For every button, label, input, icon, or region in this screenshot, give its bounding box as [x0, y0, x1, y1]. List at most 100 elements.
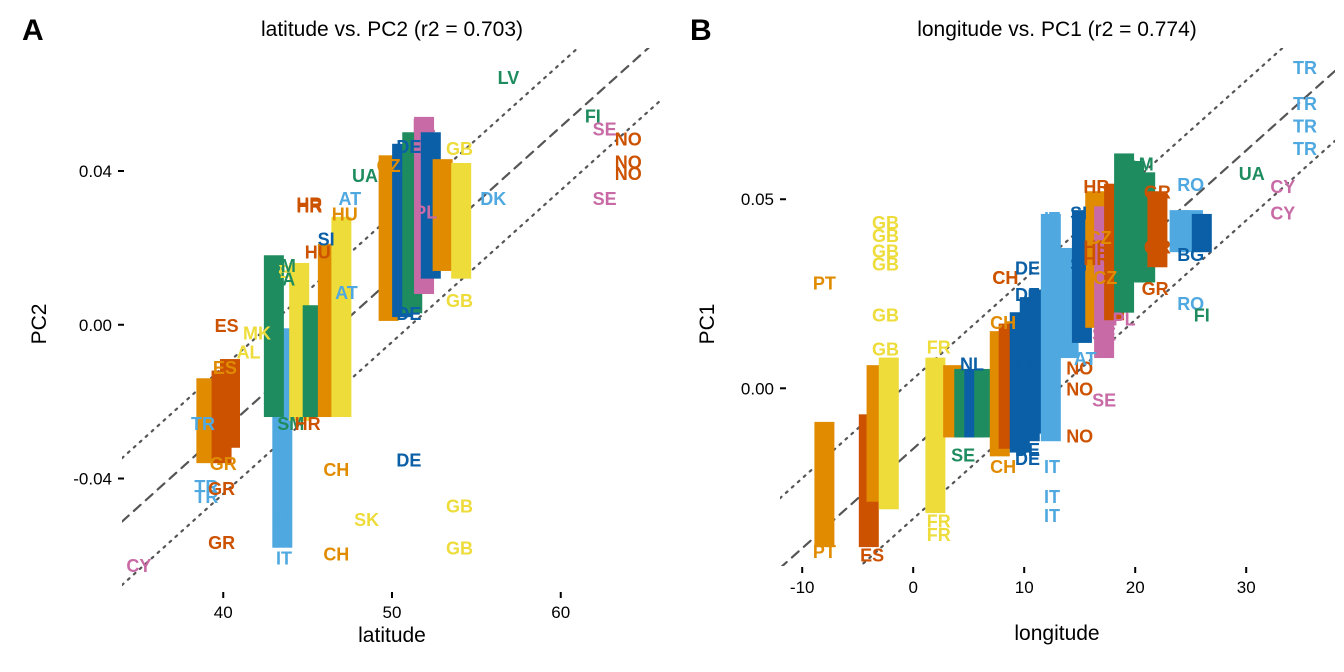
label-stack: [974, 368, 995, 438]
point-label: FR: [927, 338, 951, 358]
point-label: DK: [480, 189, 506, 209]
point-label: AT: [1074, 349, 1097, 369]
point-label: CH: [323, 460, 349, 480]
point-label: CH: [992, 268, 1018, 288]
label-stack: [814, 421, 835, 548]
x-tick-label: 0: [908, 578, 917, 597]
point-label: GB: [872, 226, 899, 246]
point-label: PT: [813, 542, 836, 562]
point-label: GR: [1142, 279, 1169, 299]
point-label: HR: [296, 197, 322, 217]
point-label: IT: [1044, 457, 1060, 477]
point-label: GB: [872, 255, 899, 275]
panel-a-y-axis-title: PC2: [28, 304, 51, 345]
point-label: GB: [872, 340, 899, 360]
point-label: GR: [208, 479, 235, 499]
point-label: HR: [1083, 238, 1109, 258]
x-tick-label: 30: [1237, 578, 1256, 597]
point-label: GB: [872, 213, 899, 233]
point-label: GB: [446, 291, 473, 311]
point-label: NO: [1066, 379, 1093, 399]
panel-a-title: latitude vs. PC2 (r2 = 0.703): [261, 18, 523, 41]
point-label: TR: [194, 487, 218, 507]
point-label: BG: [1177, 245, 1204, 265]
label-stack: [878, 357, 899, 510]
point-label: CH: [990, 313, 1016, 333]
label-stack: [196, 378, 217, 464]
point-label: ES: [215, 316, 239, 336]
point-label: TR: [1293, 94, 1317, 114]
point-label: GR: [1144, 183, 1171, 203]
point-label: DE: [396, 137, 421, 157]
panel-a-axes: 40 50 60 -0.04 0.00 0.04: [73, 162, 570, 622]
point-label: MK: [243, 323, 271, 343]
x-tick-label: 50: [383, 603, 402, 622]
panel-a: A latitude vs. PC2 (r2 = 0.703) latitude…: [22, 14, 662, 647]
point-label: NO: [615, 164, 642, 184]
point-label: IT: [1044, 487, 1060, 507]
point-label: TR: [1293, 139, 1317, 159]
point-label: CZ: [1088, 228, 1112, 248]
point-label: NO: [615, 129, 642, 149]
label-stack: [220, 359, 240, 448]
point-label: DE: [1015, 440, 1040, 460]
panel-a-x-axis-title: latitude: [358, 624, 426, 647]
label-stack: [263, 255, 284, 418]
panel-label-b: B: [690, 14, 712, 47]
label-stack: [451, 163, 472, 279]
label-stack: [925, 357, 946, 514]
point-label: PL: [1113, 309, 1136, 329]
point-label: TR: [194, 477, 218, 497]
point-label: DE: [1015, 449, 1040, 469]
point-label: GR: [210, 454, 237, 474]
point-label: UA: [1239, 164, 1265, 184]
point-label: SM: [277, 414, 304, 434]
point-label: GB: [446, 139, 473, 159]
panel-a-plot-area: CYGRTRTRGRTRESESMKALGRITITSMHRBASMBAHRHR…: [126, 68, 641, 576]
point-label: GR: [1144, 238, 1171, 258]
point-label: FI: [585, 106, 601, 126]
point-label: DE: [1015, 357, 1040, 377]
panel-b-x-axis-title: longitude: [1014, 622, 1099, 645]
y-tick-label: 0.05: [741, 190, 774, 209]
point-label: HR: [295, 414, 321, 434]
panel-b-y-axis-title: PC1: [696, 304, 719, 345]
point-label: DE: [1015, 258, 1040, 278]
panel-b: B longitude vs. PC1 (r2 = 0.774) longitu…: [690, 14, 1335, 645]
point-label: SI: [318, 229, 335, 249]
point-label: SM: [269, 256, 296, 276]
point-label: CY: [1270, 177, 1295, 197]
point-label: IT: [1044, 209, 1060, 229]
point-label: SI: [1070, 255, 1087, 275]
point-label: HR: [1083, 177, 1109, 197]
point-label: DE: [396, 304, 421, 324]
point-label: HU: [305, 243, 331, 263]
point-label: SaM: [1117, 264, 1154, 284]
point-label: ES: [213, 358, 237, 378]
point-label: RO: [1177, 175, 1204, 195]
point-label: SE: [951, 445, 975, 465]
point-label: GB: [446, 496, 473, 516]
point-label: PL: [413, 116, 436, 136]
point-label: AT: [338, 189, 361, 209]
point-label: CH: [323, 544, 349, 564]
point-label: HR: [1083, 249, 1109, 269]
label-stack: [302, 305, 323, 418]
label-stack: [1040, 213, 1061, 442]
point-label: CY: [126, 556, 151, 576]
point-label: FR: [927, 525, 951, 545]
point-label: SE: [593, 120, 617, 140]
panel-label-a: A: [22, 14, 44, 47]
point-label: GB: [872, 306, 899, 326]
y-tick-label: 0.00: [741, 379, 774, 398]
point-label: FI: [1194, 306, 1210, 326]
x-tick-label: -10: [790, 578, 815, 597]
point-label: TR: [1293, 117, 1317, 137]
point-label: SE: [593, 189, 617, 209]
point-label: IT: [276, 508, 292, 528]
point-label: ES: [860, 546, 884, 566]
point-label: CY: [1270, 203, 1295, 223]
point-label: BA: [269, 270, 295, 290]
point-label: SI: [1070, 203, 1087, 223]
